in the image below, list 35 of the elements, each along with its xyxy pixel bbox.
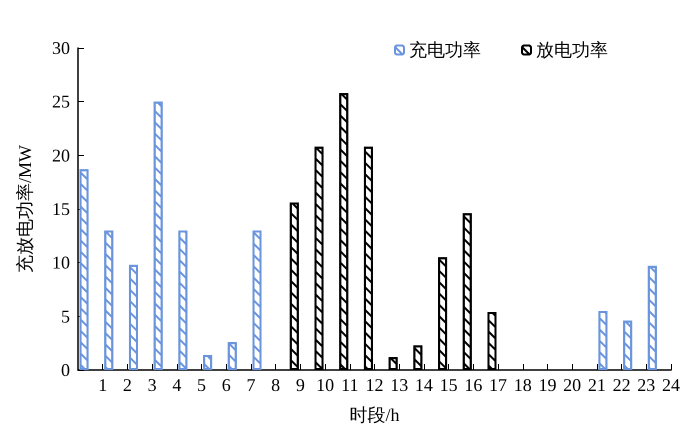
x-tick-label: 14 — [414, 375, 433, 395]
y-tick-label: 20 — [52, 145, 70, 166]
legend-label: 充电功率 — [409, 40, 481, 60]
x-tick-label: 24 — [662, 375, 680, 395]
x-tick-label: 18 — [514, 375, 532, 395]
x-tick-label: 13 — [390, 375, 408, 395]
y-tick-label: 15 — [52, 199, 70, 219]
y-tick-label: 25 — [52, 92, 70, 112]
y-tick-label: 10 — [52, 252, 70, 273]
x-tick-label: 23 — [637, 375, 656, 395]
x-tick-label: 10 — [316, 375, 334, 395]
y-axis-title: 充放电功率/MW — [15, 144, 35, 273]
x-tick-label: 16 — [464, 375, 482, 395]
y-tick-label: 30 — [52, 38, 70, 58]
x-tick-label: 9 — [296, 375, 305, 395]
x-tick-label: 7 — [246, 375, 256, 395]
y-tick-label: 5 — [61, 306, 70, 326]
x-tick-label: 20 — [563, 375, 582, 395]
x-tick-label: 22 — [612, 375, 631, 395]
x-tick-label: 3 — [148, 375, 157, 395]
x-tick-label: 11 — [341, 375, 358, 395]
x-tick-label: 6 — [222, 375, 231, 395]
x-tick-label: 5 — [197, 375, 206, 395]
x-tick-label: 17 — [489, 375, 508, 395]
x-tick-label: 19 — [538, 375, 556, 395]
x-axis-title: 时段/h — [349, 405, 400, 425]
x-tick-label: 2 — [122, 375, 132, 395]
y-tick-label: 0 — [61, 360, 70, 380]
x-tick-label: 15 — [440, 375, 458, 395]
x-tick-label: 21 — [588, 375, 606, 395]
x-tick-label: 8 — [271, 375, 280, 395]
x-tick-label: 12 — [366, 375, 384, 395]
x-tick-label: 1 — [98, 375, 108, 395]
x-tick-label: 4 — [172, 375, 182, 395]
legend-label: 放电功率 — [536, 40, 608, 60]
